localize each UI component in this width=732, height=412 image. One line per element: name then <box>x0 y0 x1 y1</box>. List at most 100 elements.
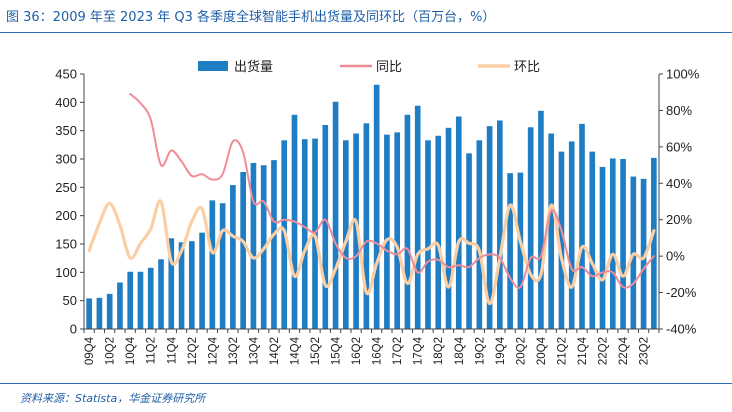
x-tick-label: 23Q2 <box>639 337 651 365</box>
bottom-rule <box>0 383 732 384</box>
bar-14Q2 <box>271 160 277 329</box>
bar-19Q4 <box>497 120 503 329</box>
bar-17Q3 <box>404 114 411 329</box>
right-axis: -40% -20% 0% 20% 40% 60% 80% 100% <box>658 67 700 337</box>
bar-11Q1 <box>137 271 144 329</box>
legend-label: 出货量 <box>234 59 273 74</box>
bar-16Q3 <box>363 123 370 329</box>
x-tick-label: 19Q2 <box>474 337 486 365</box>
right-tick-label: -20% <box>666 285 697 300</box>
bar-16Q1 <box>343 140 349 329</box>
bar-12Q2 <box>188 241 195 329</box>
bar-10Q2 <box>106 293 113 329</box>
x-tick-label: 20Q4 <box>536 336 548 365</box>
x-tick-label: 15Q2 <box>310 337 322 365</box>
x-axis: 09Q4 10Q2 10Q4 11Q2 11Q4 12Q2 12Q4 13Q2 13Q4 14Q2… <box>83 328 660 365</box>
legend-swatch-shipments <box>198 61 228 71</box>
bar-15Q3 <box>322 125 329 329</box>
x-tick-label: 18Q4 <box>454 336 466 365</box>
figure-title: 图 36：2009 年至 2023 年 Q3 各季度全球智能手机出货量及同环比（… <box>6 10 496 25</box>
legend-label: 环比 <box>514 59 540 74</box>
chart-svg: 出货量 同比 环比 0 50 100 150 200 250 300 350 400 450 -40%… <box>55 59 700 365</box>
bar-15Q1 <box>301 139 308 329</box>
bar-16Q2 <box>353 133 359 329</box>
bar-22Q1 <box>589 151 596 329</box>
bar-11Q3 <box>158 259 164 329</box>
bar-21Q3 <box>568 141 575 329</box>
left-tick-label: 400 <box>55 95 77 110</box>
bar-16Q4 <box>373 84 380 329</box>
x-tick-label: 15Q4 <box>331 336 343 365</box>
bar-20Q4 <box>538 110 544 329</box>
bar-12Q3 <box>199 232 205 329</box>
bar-13Q3 <box>240 172 246 329</box>
x-tick-label: 14Q4 <box>289 336 301 365</box>
bar-13Q4 <box>250 162 257 329</box>
bar-11Q2 <box>147 267 154 329</box>
bar-22Q4 <box>620 159 626 329</box>
x-tick-label: 11Q4 <box>166 336 178 364</box>
bar-19Q1 <box>466 153 472 329</box>
bar-20Q1 <box>507 173 513 329</box>
bar-19Q2 <box>476 140 483 329</box>
x-tick-label: 10Q2 <box>105 337 117 365</box>
x-tick-label: 22Q4 <box>618 336 630 365</box>
right-tick-label: 60% <box>666 139 692 154</box>
x-tick-label: 09Q4 <box>84 336 96 365</box>
legend: 出货量 同比 环比 <box>198 59 540 74</box>
legend-label: 同比 <box>376 59 402 74</box>
x-tick-label: 21Q2 <box>556 337 568 365</box>
x-tick-label: 12Q2 <box>187 337 199 365</box>
bar-18Q2 <box>435 135 442 329</box>
left-tick-label: 100 <box>55 265 77 280</box>
left-tick-label: 200 <box>55 208 77 223</box>
x-tick-label: 13Q4 <box>248 336 260 365</box>
bar-10Q4 <box>127 271 134 329</box>
bar-15Q4 <box>332 101 339 330</box>
right-tick-label: 80% <box>666 103 692 118</box>
x-tick-label: 11Q2 <box>146 337 158 364</box>
bar-19Q3 <box>486 126 493 329</box>
x-tick-label: 17Q2 <box>392 337 404 365</box>
bar-12Q4 <box>209 200 216 329</box>
x-tick-label: 21Q4 <box>577 336 589 365</box>
bar-10Q1 <box>96 297 103 329</box>
bar-18Q1 <box>425 140 431 329</box>
x-tick-label: 20Q2 <box>515 337 527 365</box>
bar-09Q4 <box>86 298 92 329</box>
right-tick-label: 40% <box>666 176 692 191</box>
top-rule <box>0 32 732 33</box>
bar-13Q1 <box>219 203 226 329</box>
bar-21Q4 <box>579 123 585 330</box>
bar-17Q2 <box>394 132 400 329</box>
left-tick-label: 0 <box>70 322 77 337</box>
right-tick-label: -40% <box>666 322 697 337</box>
bar-12Q1 <box>178 242 185 329</box>
x-tick-label: 17Q4 <box>413 336 425 365</box>
bar-22Q2 <box>599 166 606 329</box>
bar-17Q1 <box>384 134 390 329</box>
left-tick-label: 300 <box>55 152 77 167</box>
bar-series-shipments <box>86 84 657 330</box>
x-tick-label: 13Q2 <box>228 337 240 365</box>
x-tick-label: 19Q4 <box>495 336 507 365</box>
bar-18Q4 <box>455 116 462 329</box>
x-tick-label: 16Q2 <box>351 337 363 365</box>
bar-11Q4 <box>168 238 175 329</box>
line-同比 <box>129 93 655 289</box>
right-tick-label: 0% <box>666 249 685 264</box>
left-tick-label: 250 <box>55 180 77 195</box>
bar-10Q3 <box>117 282 123 329</box>
x-tick-label: 14Q2 <box>269 337 281 365</box>
bar-22Q3 <box>609 158 616 329</box>
left-axis: 0 50 100 150 200 250 300 350 400 450 <box>55 67 85 337</box>
source-note: 资料来源：Statista，华金证券研究所 <box>20 392 206 405</box>
left-tick-label: 350 <box>55 123 77 138</box>
left-tick-label: 450 <box>55 67 77 82</box>
x-tick-label: 18Q2 <box>433 337 445 365</box>
bar-18Q3 <box>445 127 452 329</box>
left-tick-label: 50 <box>63 293 77 308</box>
x-tick-label: 22Q2 <box>598 337 610 365</box>
line-series <box>87 93 656 306</box>
x-tick-label: 12Q4 <box>207 336 219 365</box>
